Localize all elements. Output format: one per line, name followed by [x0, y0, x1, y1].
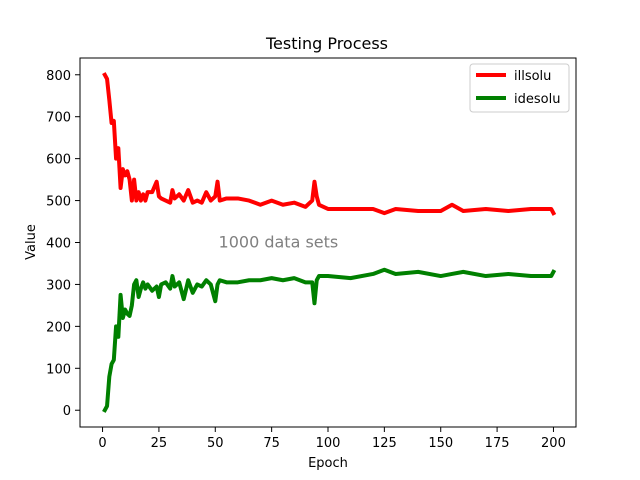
x-tick-label: 75: [263, 436, 280, 451]
series-layer: [102, 72, 557, 413]
legend-label-illsolu: illsolu: [514, 69, 551, 84]
annotation-text: 1000 data sets: [219, 233, 339, 252]
y-tick-label: 200: [46, 320, 71, 335]
x-axis-label: Epoch: [308, 456, 348, 471]
series-line-idesolu: [102, 267, 557, 413]
series-line-illsolu: [102, 72, 557, 216]
y-tick-label: 700: [46, 111, 71, 126]
y-tick-label: 800: [46, 69, 71, 84]
x-axis-ticks: 0 25 50 75 100 125 150 175 200: [98, 427, 566, 451]
x-tick-label: 0: [98, 436, 106, 451]
x-tick-label: 175: [485, 436, 510, 451]
legend-label-idesolu: idesolu: [514, 92, 560, 107]
y-tick-label: 100: [46, 362, 71, 377]
chart-title: Testing Process: [265, 34, 388, 53]
legend: illsolu idesolu: [469, 63, 570, 113]
x-tick-label: 50: [207, 436, 224, 451]
y-tick-label: 600: [46, 153, 71, 168]
x-tick-label: 125: [372, 436, 397, 451]
y-axis-label: Value: [24, 224, 39, 260]
x-tick-label: 25: [151, 436, 168, 451]
y-tick-label: 0: [63, 404, 71, 419]
y-tick-label: 500: [46, 195, 71, 210]
plot-area: 1000 data sets: [79, 57, 577, 428]
x-tick-label: 150: [428, 436, 453, 451]
y-tick-label: 300: [46, 278, 71, 293]
x-tick-label: 200: [541, 436, 566, 451]
y-axis-ticks: 0 100 200 300 400 500 600 700 800: [46, 69, 80, 419]
x-tick-label: 100: [316, 436, 341, 451]
y-tick-label: 400: [46, 237, 71, 252]
